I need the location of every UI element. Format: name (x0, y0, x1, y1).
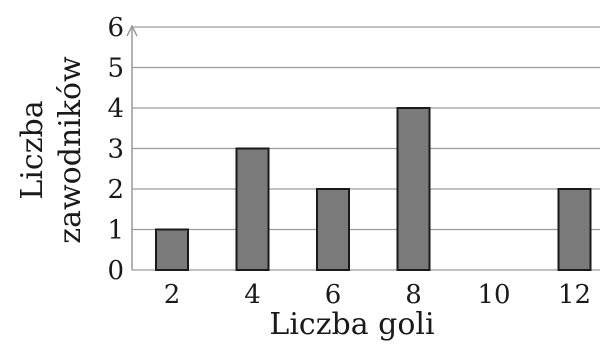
y-tick-label-5: 5 (107, 54, 124, 84)
x-tick-label-2: 2 (164, 280, 181, 310)
x-tick-label-12: 12 (558, 280, 591, 310)
y-tick-labels: 0 1 2 3 4 5 6 (107, 13, 124, 286)
x-tick-label-10: 10 (477, 280, 510, 310)
y-tick-label-4: 4 (107, 94, 124, 124)
y-tick-label-1: 1 (107, 216, 124, 246)
x-tick-label-4: 4 (244, 280, 261, 310)
x-axis-title: Liczba goli (269, 307, 434, 342)
x-tick-label-6: 6 (325, 280, 342, 310)
y-tick-label-2: 2 (107, 175, 124, 205)
bars (155, 107, 592, 271)
x-tick-label-8: 8 (405, 280, 422, 310)
y-axis-title-line-1: Liczba (15, 100, 50, 199)
y-tick-label-6: 6 (107, 13, 124, 43)
grid-lines (132, 26, 600, 271)
bar-2 (155, 228, 189, 271)
bar-4 (235, 147, 270, 271)
y-axis-arrow-icon (126, 24, 138, 37)
bar-12 (557, 188, 592, 271)
bar-6 (316, 188, 350, 271)
x-tick-labels: 2 4 6 8 10 12 (164, 280, 591, 310)
bar-8 (396, 107, 431, 271)
y-tick-label-0: 0 (107, 256, 124, 286)
y-axis-title-line-2: zawodników (53, 56, 88, 244)
y-tick-label-3: 3 (107, 135, 124, 165)
